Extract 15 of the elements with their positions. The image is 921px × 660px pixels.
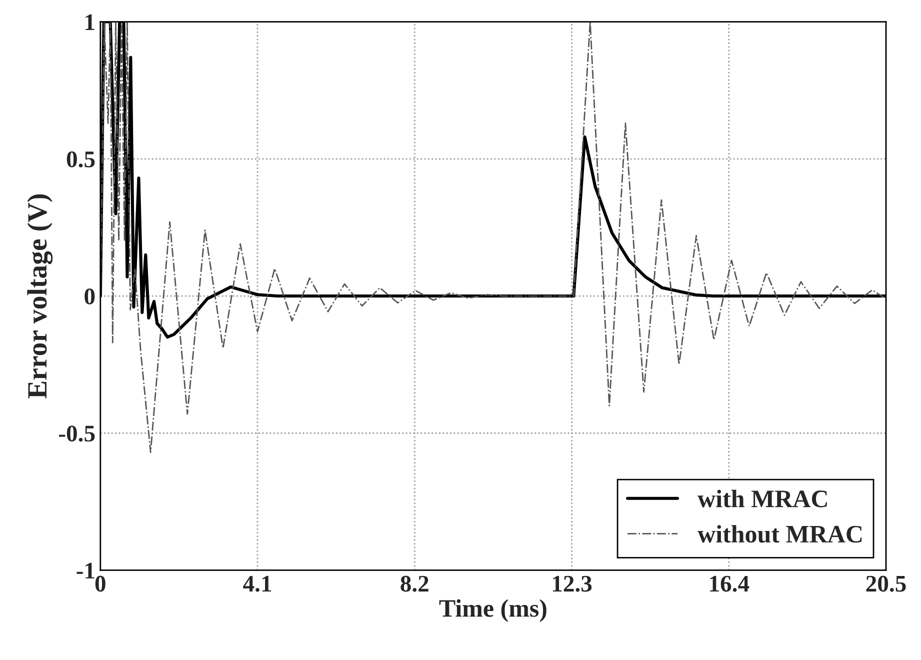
x-tick-label: 16.4 <box>710 576 750 592</box>
y-tick-label: -0.5 <box>59 426 95 442</box>
y-tick-label: 0.5 <box>66 151 95 168</box>
x-tick-label: 8.2 <box>400 576 428 592</box>
x-tick-label: 4.1 <box>243 576 272 592</box>
y-tick-label: -1 <box>76 562 94 578</box>
x-axis-title: Time (ms) <box>439 599 546 622</box>
x-tick-label: 0 <box>95 576 106 592</box>
legend-label: with MRAC <box>698 490 827 508</box>
x-tick-label: 20.5 <box>866 576 906 592</box>
y-tick-label: 1 <box>86 14 94 30</box>
x-tick-label: 12.3 <box>552 576 592 592</box>
y-axis-title: Error voltage (V) <box>27 194 53 398</box>
y-tick-label: 0 <box>84 288 95 304</box>
legend-label: without MRAC <box>698 525 862 543</box>
